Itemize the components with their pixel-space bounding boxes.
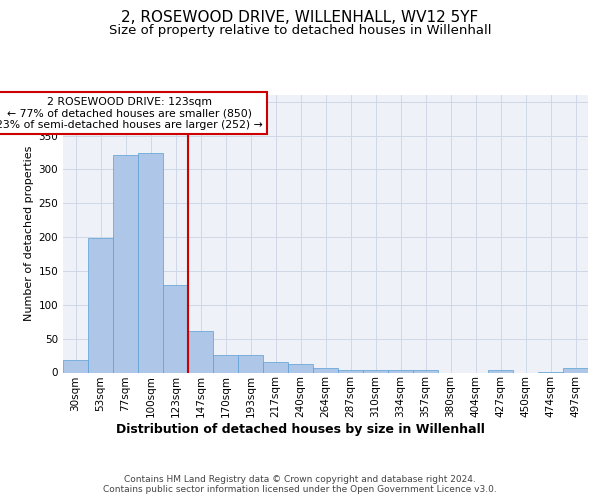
Text: Contains HM Land Registry data © Crown copyright and database right 2024.
Contai: Contains HM Land Registry data © Crown c… <box>103 474 497 494</box>
Bar <box>263 362 288 372</box>
Text: 2, ROSEWOOD DRIVE, WILLENHALL, WV12 5YF: 2, ROSEWOOD DRIVE, WILLENHALL, WV12 5YF <box>121 10 479 25</box>
Bar <box>238 355 263 372</box>
Bar <box>138 152 163 372</box>
Text: 2 ROSEWOOD DRIVE: 123sqm
← 77% of detached houses are smaller (850)
23% of semi-: 2 ROSEWOOD DRIVE: 123sqm ← 77% of detach… <box>0 96 263 130</box>
Bar <box>563 368 588 372</box>
Bar <box>288 364 313 372</box>
Bar <box>338 370 363 372</box>
Bar <box>113 154 138 372</box>
Bar <box>313 368 338 372</box>
Bar <box>63 360 88 372</box>
Bar <box>388 370 413 372</box>
Y-axis label: Number of detached properties: Number of detached properties <box>24 146 34 322</box>
Bar <box>188 331 213 372</box>
Bar <box>163 284 188 372</box>
Text: Distribution of detached houses by size in Willenhall: Distribution of detached houses by size … <box>116 422 484 436</box>
Bar <box>88 238 113 372</box>
Bar <box>413 370 438 372</box>
Text: Size of property relative to detached houses in Willenhall: Size of property relative to detached ho… <box>109 24 491 37</box>
Bar <box>488 370 513 372</box>
Bar <box>213 355 238 372</box>
Bar <box>363 370 388 372</box>
